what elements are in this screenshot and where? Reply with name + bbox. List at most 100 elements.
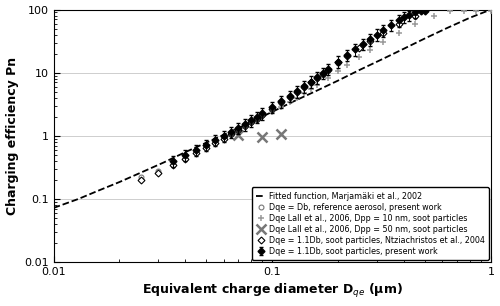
Line: Dqe Lall et al., 2006, Dpp = 10 nm, soot particles: Dqe Lall et al., 2006, Dpp = 10 nm, soot… (220, 7, 494, 141)
Dqe = Db, reference aerosol, present work (138, 175, 143, 179)
Dqe Lall et al., 2006, Dpp = 10 nm, soot particles (278, 105, 284, 109)
Dqe = 1.1Db, soot particles, Ntziachristos et al., 2004 (344, 54, 350, 58)
Dqe = Db, reference aerosol, present work (242, 124, 248, 128)
Line: Dqe Lall et al., 2006, Dpp = 50 nm, soot particles: Dqe Lall et al., 2006, Dpp = 50 nm, soot… (234, 130, 286, 142)
Dqe = Db, reference aerosol, present work (254, 117, 260, 121)
Dqe Lall et al., 2006, Dpp = 50 nm, soot particles (260, 135, 266, 139)
Y-axis label: Charging efficiency Pn: Charging efficiency Pn (6, 57, 18, 215)
Dqe Lall et al., 2006, Dpp = 10 nm, soot particles (294, 96, 300, 100)
Dqe Lall et al., 2006, Dpp = 10 nm, soot particles (221, 135, 227, 139)
Dqe = 1.1Db, soot particles, Ntziachristos et al., 2004 (204, 146, 210, 150)
Dqe = Db, reference aerosol, present work (335, 61, 341, 65)
Dqe = Db, reference aerosol, present work (260, 113, 266, 117)
Fitted function, Marjamäki et al., 2002 (116, 180, 122, 184)
Fitted function, Marjamäki et al., 2002 (138, 171, 143, 174)
Dqe = Db, reference aerosol, present work (248, 121, 254, 124)
Dqe Lall et al., 2006, Dpp = 10 nm, soot particles (260, 116, 266, 119)
Dqe = 1.1Db, soot particles, Ntziachristos et al., 2004 (236, 129, 242, 132)
Fitted function, Marjamäki et al., 2002 (95, 189, 101, 192)
Dqe = Db, reference aerosol, present work (170, 162, 175, 166)
Line: Dqe = 1.1Db, soot particles, Ntziachristos et al., 2004: Dqe = 1.1Db, soot particles, Ntziachrist… (138, 14, 417, 182)
Dqe = 1.1Db, soot particles, Ntziachristos et al., 2004 (278, 101, 284, 104)
Dqe = Db, reference aerosol, present work (212, 141, 218, 144)
Dqe Lall et al., 2006, Dpp = 10 nm, soot particles (308, 88, 314, 91)
Dqe Lall et al., 2006, Dpp = 10 nm, soot particles (325, 76, 331, 80)
Dqe = Db, reference aerosol, present work (204, 145, 210, 149)
Fitted function, Marjamäki et al., 2002 (161, 160, 167, 164)
Dqe = 1.1Db, soot particles, Ntziachristos et al., 2004 (242, 124, 248, 128)
Dqe = Db, reference aerosol, present work (320, 73, 326, 76)
Dqe = 1.1Db, soot particles, Ntziachristos et al., 2004 (212, 141, 218, 145)
Dqe = 1.1Db, soot particles, Ntziachristos et al., 2004 (294, 90, 300, 94)
Line: Fitted function, Marjamäki et al., 2002: Fitted function, Marjamäki et al., 2002 (54, 9, 491, 208)
Dqe Lall et al., 2006, Dpp = 50 nm, soot particles (236, 133, 242, 137)
Dqe = 1.1Db, soot particles, Ntziachristos et al., 2004 (412, 14, 418, 18)
Dqe Lall et al., 2006, Dpp = 10 nm, soot particles (472, 9, 478, 13)
Dqe = Db, reference aerosol, present work (278, 101, 284, 104)
Dqe = 1.1Db, soot particles, Ntziachristos et al., 2004 (254, 117, 260, 121)
Dqe = 1.1Db, soot particles, Ntziachristos et al., 2004 (138, 178, 143, 182)
X-axis label: Equivalent charge diameter D$_{qe}$ (μm): Equivalent charge diameter D$_{qe}$ (μm) (142, 282, 403, 300)
Dqe = 1.1Db, soot particles, Ntziachristos et al., 2004 (182, 157, 188, 161)
Fitted function, Marjamäki et al., 2002 (182, 150, 188, 154)
Dqe = Db, reference aerosol, present work (308, 81, 314, 84)
Dqe Lall et al., 2006, Dpp = 10 nm, soot particles (488, 9, 494, 13)
Dqe Lall et al., 2006, Dpp = 10 nm, soot particles (335, 69, 341, 73)
Dqe = 1.1Db, soot particles, Ntziachristos et al., 2004 (314, 76, 320, 80)
Dqe = Db, reference aerosol, present work (182, 156, 188, 159)
Dqe = 1.1Db, soot particles, Ntziachristos et al., 2004 (325, 68, 331, 72)
Dqe = 1.1Db, soot particles, Ntziachristos et al., 2004 (367, 39, 373, 43)
Dqe = Db, reference aerosol, present work (325, 68, 331, 72)
Fitted function, Marjamäki et al., 2002 (50, 206, 56, 210)
Fitted function, Marjamäki et al., 2002 (356, 68, 362, 72)
Dqe = 1.1Db, soot particles, Ntziachristos et al., 2004 (356, 46, 362, 50)
Fitted function, Marjamäki et al., 2002 (467, 16, 473, 20)
Dqe = 1.1Db, soot particles, Ntziachristos et al., 2004 (270, 107, 276, 110)
Fitted function, Marjamäki et al., 2002 (226, 131, 232, 135)
Dqe = 1.1Db, soot particles, Ntziachristos et al., 2004 (308, 80, 314, 84)
Dqe Lall et al., 2006, Dpp = 10 nm, soot particles (396, 31, 402, 35)
Fitted function, Marjamäki et al., 2002 (380, 57, 386, 61)
Dqe = Db, reference aerosol, present work (228, 132, 234, 136)
Dqe = 1.1Db, soot particles, Ntziachristos et al., 2004 (286, 95, 292, 99)
Legend: Fitted function, Marjamäki et al., 2002, Dqe = Db, reference aerosol, present wo: Fitted function, Marjamäki et al., 2002,… (252, 188, 488, 259)
Dqe Lall et al., 2006, Dpp = 10 nm, soot particles (380, 40, 386, 44)
Dqe Lall et al., 2006, Dpp = 10 nm, soot particles (236, 128, 242, 132)
Dqe Lall et al., 2006, Dpp = 10 nm, soot particles (356, 55, 362, 59)
Dqe Lall et al., 2006, Dpp = 10 nm, soot particles (344, 63, 350, 67)
Dqe Lall et al., 2006, Dpp = 10 nm, soot particles (367, 49, 373, 52)
Dqe = Db, reference aerosol, present work (301, 85, 307, 89)
Dqe Lall et al., 2006, Dpp = 10 nm, soot particles (412, 23, 418, 26)
Dqe Lall et al., 2006, Dpp = 10 nm, soot particles (314, 84, 320, 87)
Dqe = 1.1Db, soot particles, Ntziachristos et al., 2004 (170, 163, 175, 167)
Fitted function, Marjamäki et al., 2002 (444, 26, 450, 30)
Fitted function, Marjamäki et al., 2002 (76, 197, 82, 201)
Dqe Lall et al., 2006, Dpp = 10 nm, soot particles (248, 121, 254, 125)
Dqe = 1.1Db, soot particles, Ntziachristos et al., 2004 (221, 137, 227, 140)
Dqe Lall et al., 2006, Dpp = 10 nm, soot particles (460, 9, 466, 13)
Fitted function, Marjamäki et al., 2002 (401, 47, 407, 50)
Dqe = 1.1Db, soot particles, Ntziachristos et al., 2004 (248, 121, 254, 124)
Fitted function, Marjamäki et al., 2002 (422, 36, 428, 40)
Dqe = 1.1Db, soot particles, Ntziachristos et al., 2004 (194, 151, 200, 155)
Dqe = 1.1Db, soot particles, Ntziachristos et al., 2004 (396, 23, 402, 26)
Dqe = 1.1Db, soot particles, Ntziachristos et al., 2004 (155, 171, 161, 174)
Fitted function, Marjamäki et al., 2002 (290, 100, 296, 103)
Fitted function, Marjamäki et al., 2002 (335, 79, 341, 82)
Dqe Lall et al., 2006, Dpp = 10 nm, soot particles (447, 9, 453, 13)
Dqe Lall et al., 2006, Dpp = 10 nm, soot particles (301, 91, 307, 95)
Dqe = Db, reference aerosol, present work (314, 76, 320, 80)
Dqe Lall et al., 2006, Dpp = 10 nm, soot particles (431, 14, 437, 17)
Dqe = Db, reference aerosol, present work (236, 128, 242, 132)
Dqe Lall et al., 2006, Dpp = 10 nm, soot particles (270, 110, 276, 114)
Dqe = Db, reference aerosol, present work (155, 169, 161, 173)
Line: Dqe = Db, reference aerosol, present work: Dqe = Db, reference aerosol, present wor… (138, 61, 340, 180)
Dqe Lall et al., 2006, Dpp = 50 nm, soot particles (278, 132, 284, 136)
Dqe = Db, reference aerosol, present work (194, 150, 200, 154)
Dqe = 1.1Db, soot particles, Ntziachristos et al., 2004 (260, 113, 266, 117)
Fitted function, Marjamäki et al., 2002 (314, 89, 320, 92)
Fitted function, Marjamäki et al., 2002 (270, 110, 276, 114)
Dqe = Db, reference aerosol, present work (270, 107, 276, 110)
Dqe Lall et al., 2006, Dpp = 10 nm, soot particles (286, 100, 292, 104)
Dqe = 1.1Db, soot particles, Ntziachristos et al., 2004 (380, 32, 386, 35)
